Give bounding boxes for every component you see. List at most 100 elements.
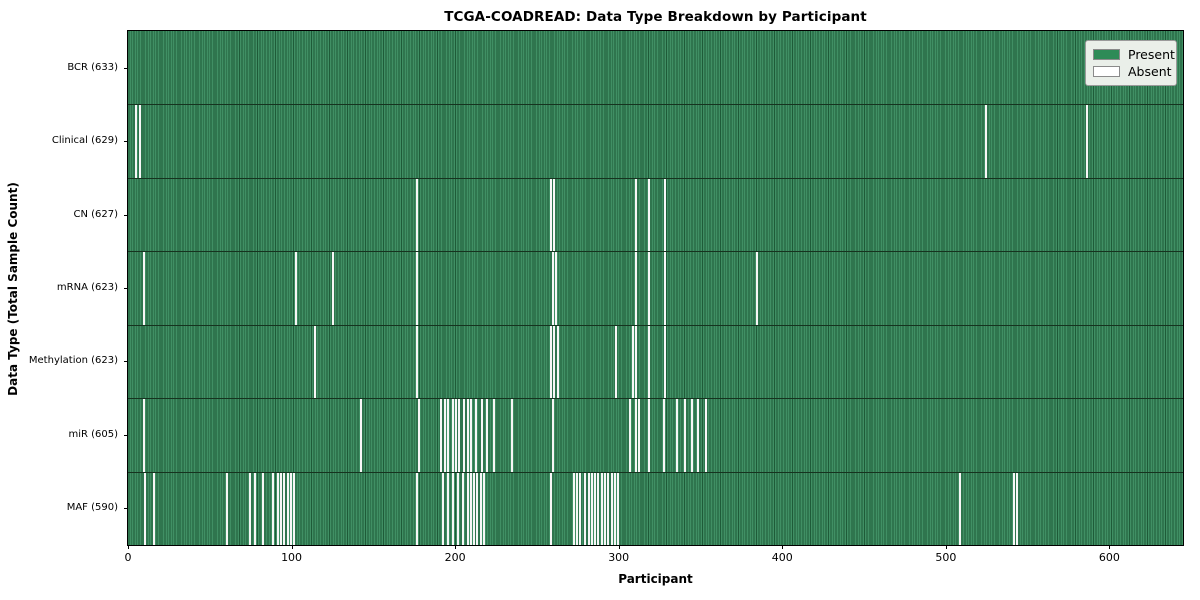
heatmap-row-methylation bbox=[128, 324, 1183, 399]
absent-stripe-mir-306 bbox=[628, 398, 631, 472]
absent-stripe-maf-213 bbox=[476, 471, 479, 545]
absent-stripe-mir-340 bbox=[684, 398, 687, 472]
absent-stripe-maf-215 bbox=[479, 471, 482, 545]
absent-stripe-mir-223 bbox=[492, 398, 495, 472]
absent-stripe-methylation-310 bbox=[635, 324, 638, 399]
absent-stripe-methylation-262 bbox=[556, 324, 559, 399]
heatmap-row-mir bbox=[128, 398, 1183, 472]
legend-label-present: Present bbox=[1128, 47, 1175, 62]
absent-stripe-cn-318 bbox=[648, 177, 651, 252]
ytick-mark-maf bbox=[124, 508, 128, 510]
absent-stripe-mir-207 bbox=[466, 398, 469, 472]
absent-stripe-maf-211 bbox=[473, 471, 476, 545]
absent-stripe-mir-353 bbox=[705, 398, 708, 472]
absent-stripe-methylation-298 bbox=[615, 324, 618, 399]
absent-stripe-mrna-384 bbox=[756, 251, 759, 325]
absent-stripe-mir-9 bbox=[142, 398, 145, 472]
absent-stripe-maf-88 bbox=[271, 471, 274, 545]
absent-stripe-mir-142 bbox=[360, 398, 363, 472]
absent-stripe-clinical-4 bbox=[134, 104, 137, 178]
absent-stripe-mir-259 bbox=[551, 398, 554, 472]
absent-stripe-maf-91 bbox=[276, 471, 279, 545]
legend-item-present: Present bbox=[1093, 46, 1175, 63]
ytick-mark-methylation bbox=[124, 361, 128, 363]
chart-title: TCGA-COADREAD: Data Type Breakdown by Pa… bbox=[444, 9, 867, 25]
absent-stripe-mir-198 bbox=[451, 398, 454, 472]
absent-stripe-clinical-7 bbox=[139, 104, 142, 178]
absent-stripe-methylation-328 bbox=[664, 324, 667, 399]
ytick-mark-clinical bbox=[124, 141, 128, 143]
absent-stripe-cn-258 bbox=[550, 177, 552, 252]
absent-stripe-mrna-259 bbox=[551, 251, 554, 325]
absent-stripe-mir-310 bbox=[635, 398, 638, 472]
absent-stripe-methylation-114 bbox=[314, 324, 317, 399]
absent-stripe-maf-95 bbox=[283, 471, 286, 545]
heatmap-row-cn bbox=[128, 177, 1183, 252]
absent-stripe-mrna-176 bbox=[415, 251, 418, 325]
absent-stripe-mir-200 bbox=[455, 398, 458, 472]
absent-stripe-maf-99 bbox=[289, 471, 292, 545]
absent-stripe-maf-195 bbox=[446, 471, 449, 545]
absent-stripe-cn-260 bbox=[553, 177, 556, 252]
absent-stripe-maf-295 bbox=[610, 471, 613, 545]
absent-stripe-mrna-9 bbox=[142, 251, 145, 325]
absent-stripe-mir-177 bbox=[417, 398, 420, 472]
absent-stripe-mir-195 bbox=[446, 398, 449, 472]
absent-stripe-maf-15 bbox=[152, 471, 155, 545]
xtick-label-600: 600 bbox=[1098, 551, 1120, 564]
absent-stripe-cn-176 bbox=[415, 177, 418, 252]
absent-stripe-maf-258 bbox=[550, 471, 552, 545]
absent-stripe-methylation-260 bbox=[553, 324, 556, 399]
heatmap-row-maf bbox=[128, 471, 1183, 545]
row-separator bbox=[128, 324, 1183, 326]
absent-stripe-maf-287 bbox=[597, 471, 600, 545]
absent-stripe-maf-283 bbox=[590, 471, 593, 545]
ytick-label-clinical: Clinical (629) bbox=[51, 135, 118, 147]
ytick-label-cn: CN (627) bbox=[73, 208, 118, 220]
ytick-label-methylation: Methylation (623) bbox=[28, 355, 118, 367]
row-separator bbox=[128, 177, 1183, 179]
absent-stripe-maf-74 bbox=[249, 471, 252, 545]
absent-stripe-maf-101 bbox=[293, 471, 296, 545]
absent-stripe-maf-198 bbox=[451, 471, 454, 545]
absent-stripe-maf-217 bbox=[482, 471, 485, 545]
absent-stripe-maf-97 bbox=[286, 471, 289, 545]
absent-stripe-cn-310 bbox=[635, 177, 638, 252]
heatmap-row-clinical bbox=[128, 104, 1183, 178]
absent-stripe-maf-192 bbox=[442, 471, 445, 545]
absent-stripe-maf-207 bbox=[466, 471, 469, 545]
xtick-label-0: 0 bbox=[124, 551, 132, 564]
row-separator bbox=[128, 251, 1183, 253]
ytick-label-mrna: mRNA (623) bbox=[56, 282, 118, 293]
absent-stripe-maf-299 bbox=[617, 471, 620, 545]
absent-stripe-mir-327 bbox=[662, 398, 665, 472]
absent-swatch-icon bbox=[1093, 66, 1120, 77]
absent-stripe-methylation-308 bbox=[631, 324, 634, 399]
ytick-label-mir: miR (605) bbox=[68, 428, 118, 440]
ytick-label-maf: MAF (590) bbox=[66, 502, 118, 514]
absent-stripe-maf-60 bbox=[226, 471, 229, 545]
absent-stripe-maf-508 bbox=[958, 471, 961, 545]
absent-stripe-mir-212 bbox=[474, 398, 477, 472]
absent-stripe-mir-205 bbox=[463, 398, 466, 472]
absent-stripe-mrna-125 bbox=[332, 251, 335, 325]
absent-stripe-cn-328 bbox=[664, 177, 667, 252]
absent-stripe-maf-281 bbox=[587, 471, 590, 545]
absent-stripe-maf-289 bbox=[600, 471, 603, 545]
absent-stripe-maf-543 bbox=[1016, 471, 1019, 545]
ytick-mark-mir bbox=[124, 434, 128, 436]
absent-stripe-mir-344 bbox=[690, 398, 693, 472]
absent-stripe-mir-209 bbox=[469, 398, 472, 472]
absent-stripe-maf-82 bbox=[262, 471, 265, 545]
row-separator bbox=[128, 471, 1183, 473]
absent-stripe-maf-10 bbox=[144, 471, 147, 545]
absent-stripe-maf-77 bbox=[253, 471, 256, 545]
absent-stripe-maf-176 bbox=[415, 471, 418, 545]
absent-stripe-maf-276 bbox=[579, 471, 582, 545]
absent-stripe-methylation-176 bbox=[415, 324, 418, 399]
row-separator bbox=[128, 398, 1183, 400]
xtick-label-500: 500 bbox=[935, 551, 957, 564]
xtick-mark-200 bbox=[455, 545, 457, 549]
absent-stripe-maf-201 bbox=[456, 471, 459, 545]
